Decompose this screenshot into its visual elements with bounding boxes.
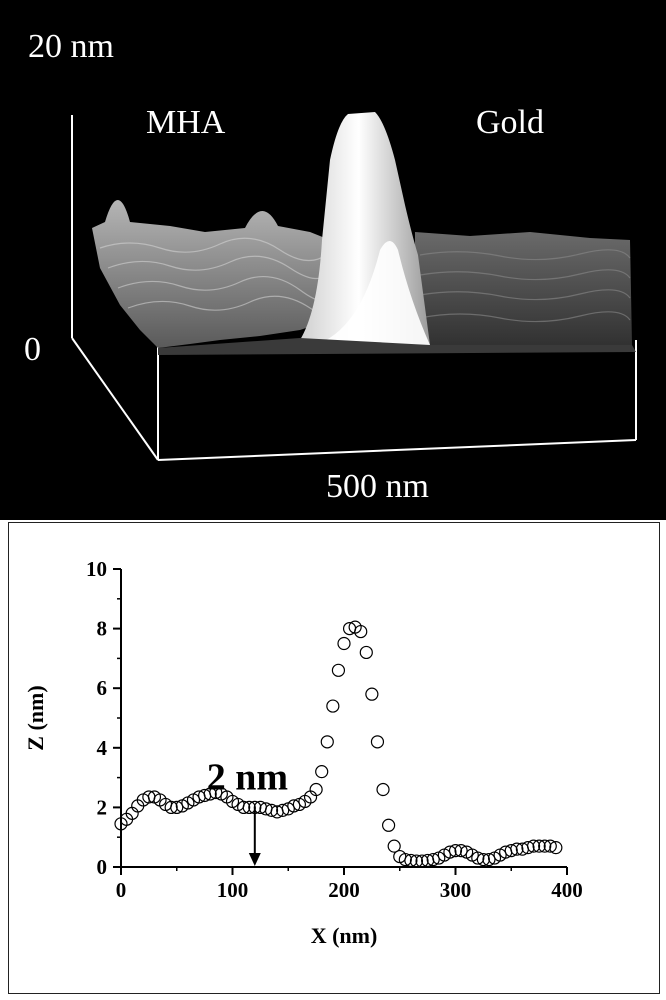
data-point bbox=[526, 839, 541, 853]
y-tick-label: 10 bbox=[86, 557, 107, 581]
annotation-arrow-head bbox=[248, 853, 261, 866]
afm-gold-label: Gold bbox=[476, 104, 544, 141]
afm-front-edge bbox=[158, 338, 636, 355]
afm-lateral-scale-label: 500 nm bbox=[326, 468, 429, 505]
data-point bbox=[203, 787, 217, 801]
data-point bbox=[443, 845, 457, 859]
data-point bbox=[504, 844, 518, 858]
data-point bbox=[237, 800, 251, 814]
data-point bbox=[398, 852, 412, 867]
afm-axis-frame bbox=[71, 115, 637, 461]
data-point bbox=[448, 844, 463, 858]
data-point bbox=[209, 785, 223, 800]
data-point bbox=[337, 636, 351, 651]
afm-mha-surface bbox=[92, 200, 330, 348]
afm-3d-surface bbox=[71, 112, 637, 461]
afm-height-scale-label: 20 nm bbox=[28, 28, 114, 65]
x-tick-label: 0 bbox=[116, 878, 127, 902]
data-point bbox=[287, 799, 301, 813]
afm-zero-label: 0 bbox=[24, 331, 41, 368]
data-point bbox=[532, 839, 546, 853]
afm-ridge-front bbox=[315, 241, 430, 345]
data-point bbox=[426, 852, 440, 867]
data-point bbox=[326, 699, 340, 713]
y-axis-title: Z (nm) bbox=[23, 685, 48, 750]
y-tick-label: 0 bbox=[97, 855, 108, 879]
x-tick-label: 300 bbox=[440, 878, 472, 902]
x-axis-title: X (nm) bbox=[311, 923, 378, 948]
data-point bbox=[482, 852, 496, 867]
afm-gold-surface bbox=[415, 232, 632, 352]
annotation: 2 nm bbox=[207, 756, 288, 866]
data-point bbox=[315, 765, 329, 779]
x-tick-label: 100 bbox=[217, 878, 249, 902]
data-point bbox=[320, 735, 334, 749]
afm-mha-label: MHA bbox=[146, 104, 226, 141]
data-point bbox=[309, 782, 323, 797]
data-point bbox=[359, 645, 373, 660]
y-tick-label: 8 bbox=[97, 617, 108, 641]
data-point bbox=[365, 687, 379, 701]
y-tick-label: 4 bbox=[97, 736, 108, 760]
y-tick-label: 2 bbox=[97, 795, 108, 819]
data-point bbox=[454, 844, 468, 858]
data-point bbox=[471, 851, 485, 865]
data-point bbox=[264, 803, 279, 817]
data-point bbox=[538, 839, 552, 853]
data-point bbox=[370, 735, 385, 749]
profile-plot-panel: 0 2 4 6 8 10 0 100 200 300 400 2 nm X (nm) Z (nm) bbox=[8, 522, 660, 994]
annotation-label: 2 nm bbox=[207, 756, 288, 798]
data-point bbox=[415, 854, 429, 868]
data-point bbox=[331, 663, 346, 677]
data-point bbox=[549, 841, 563, 855]
data-point bbox=[164, 800, 178, 814]
data-point bbox=[476, 852, 490, 867]
data-point bbox=[404, 853, 418, 868]
x-tick-label: 400 bbox=[551, 878, 583, 902]
data-point bbox=[409, 854, 424, 868]
data-point bbox=[376, 782, 390, 797]
data-points bbox=[114, 620, 563, 868]
data-point bbox=[354, 624, 368, 639]
x-tick-label: 200 bbox=[328, 878, 360, 902]
data-point bbox=[170, 800, 184, 814]
data-point bbox=[521, 841, 535, 855]
afm-topography-panel: 20 nm MHA Gold 0 500 nm bbox=[0, 0, 666, 520]
data-point bbox=[276, 803, 290, 817]
afm-gold-ridgelines bbox=[419, 249, 631, 323]
data-point bbox=[387, 839, 401, 853]
data-point bbox=[510, 842, 524, 856]
data-point bbox=[543, 839, 557, 853]
data-point bbox=[382, 818, 396, 832]
y-tick-label: 6 bbox=[97, 676, 108, 700]
